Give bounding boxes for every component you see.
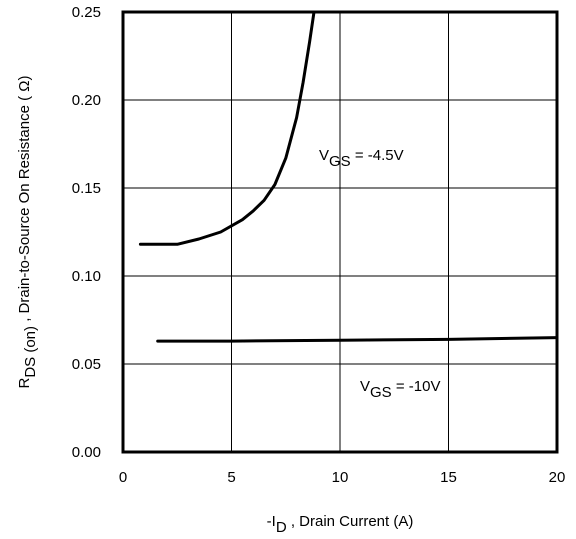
series-label-suffix: = -4.5V [351,147,404,164]
y-tick-label: 0.25 [72,4,101,21]
x-tick-label: 0 [119,469,127,486]
x-tick-label: 5 [227,469,235,486]
x-axis-label-suffix: , Drain Current (A) [287,513,414,530]
y-tick-label: 0.05 [72,356,101,373]
y-tick-label: 0.10 [72,268,101,285]
y-axis-label-prefix: R [16,378,33,389]
x-tick-label: 15 [440,469,457,486]
y-tick-labels: 0.00 0.05 0.10 0.15 0.20 0.25 [72,4,101,461]
x-tick-labels: 0 5 10 15 20 [119,469,566,486]
x-tick-label: 10 [332,469,349,486]
series-label-vgs-4.5v: VGS = -4.5V [319,147,404,170]
series-label-subscript: GS [370,384,392,401]
y-axis-label-suffix: , Drain-to-Source On Resistance ( Ω) [16,76,33,326]
series-line-0 [138,10,316,246]
series-label-suffix: = -10V [392,378,441,395]
series-label-prefix: V [360,378,370,395]
series-label-subscript: GS [329,153,351,170]
series-line-1 [156,336,559,343]
series-layer [138,10,559,343]
y-axis-label: RDS (on) , Drain-to-Source On Resistance… [16,76,39,389]
series-label-prefix: V [319,147,329,164]
x-tick-label: 20 [549,469,566,486]
grid-lines [123,12,557,452]
x-axis-label-subscript: D [276,519,287,536]
series-label-vgs-10v: VGS = -10V [360,378,440,401]
y-tick-label: 0.00 [72,444,101,461]
y-tick-label: 0.20 [72,92,101,109]
x-axis-label-prefix: -I [267,513,276,530]
x-axis-label: -ID , Drain Current (A) [267,513,414,536]
plot-frame [121,10,559,454]
y-tick-label: 0.15 [72,180,101,197]
y-axis-label-subscript: DS (on) [22,326,39,378]
